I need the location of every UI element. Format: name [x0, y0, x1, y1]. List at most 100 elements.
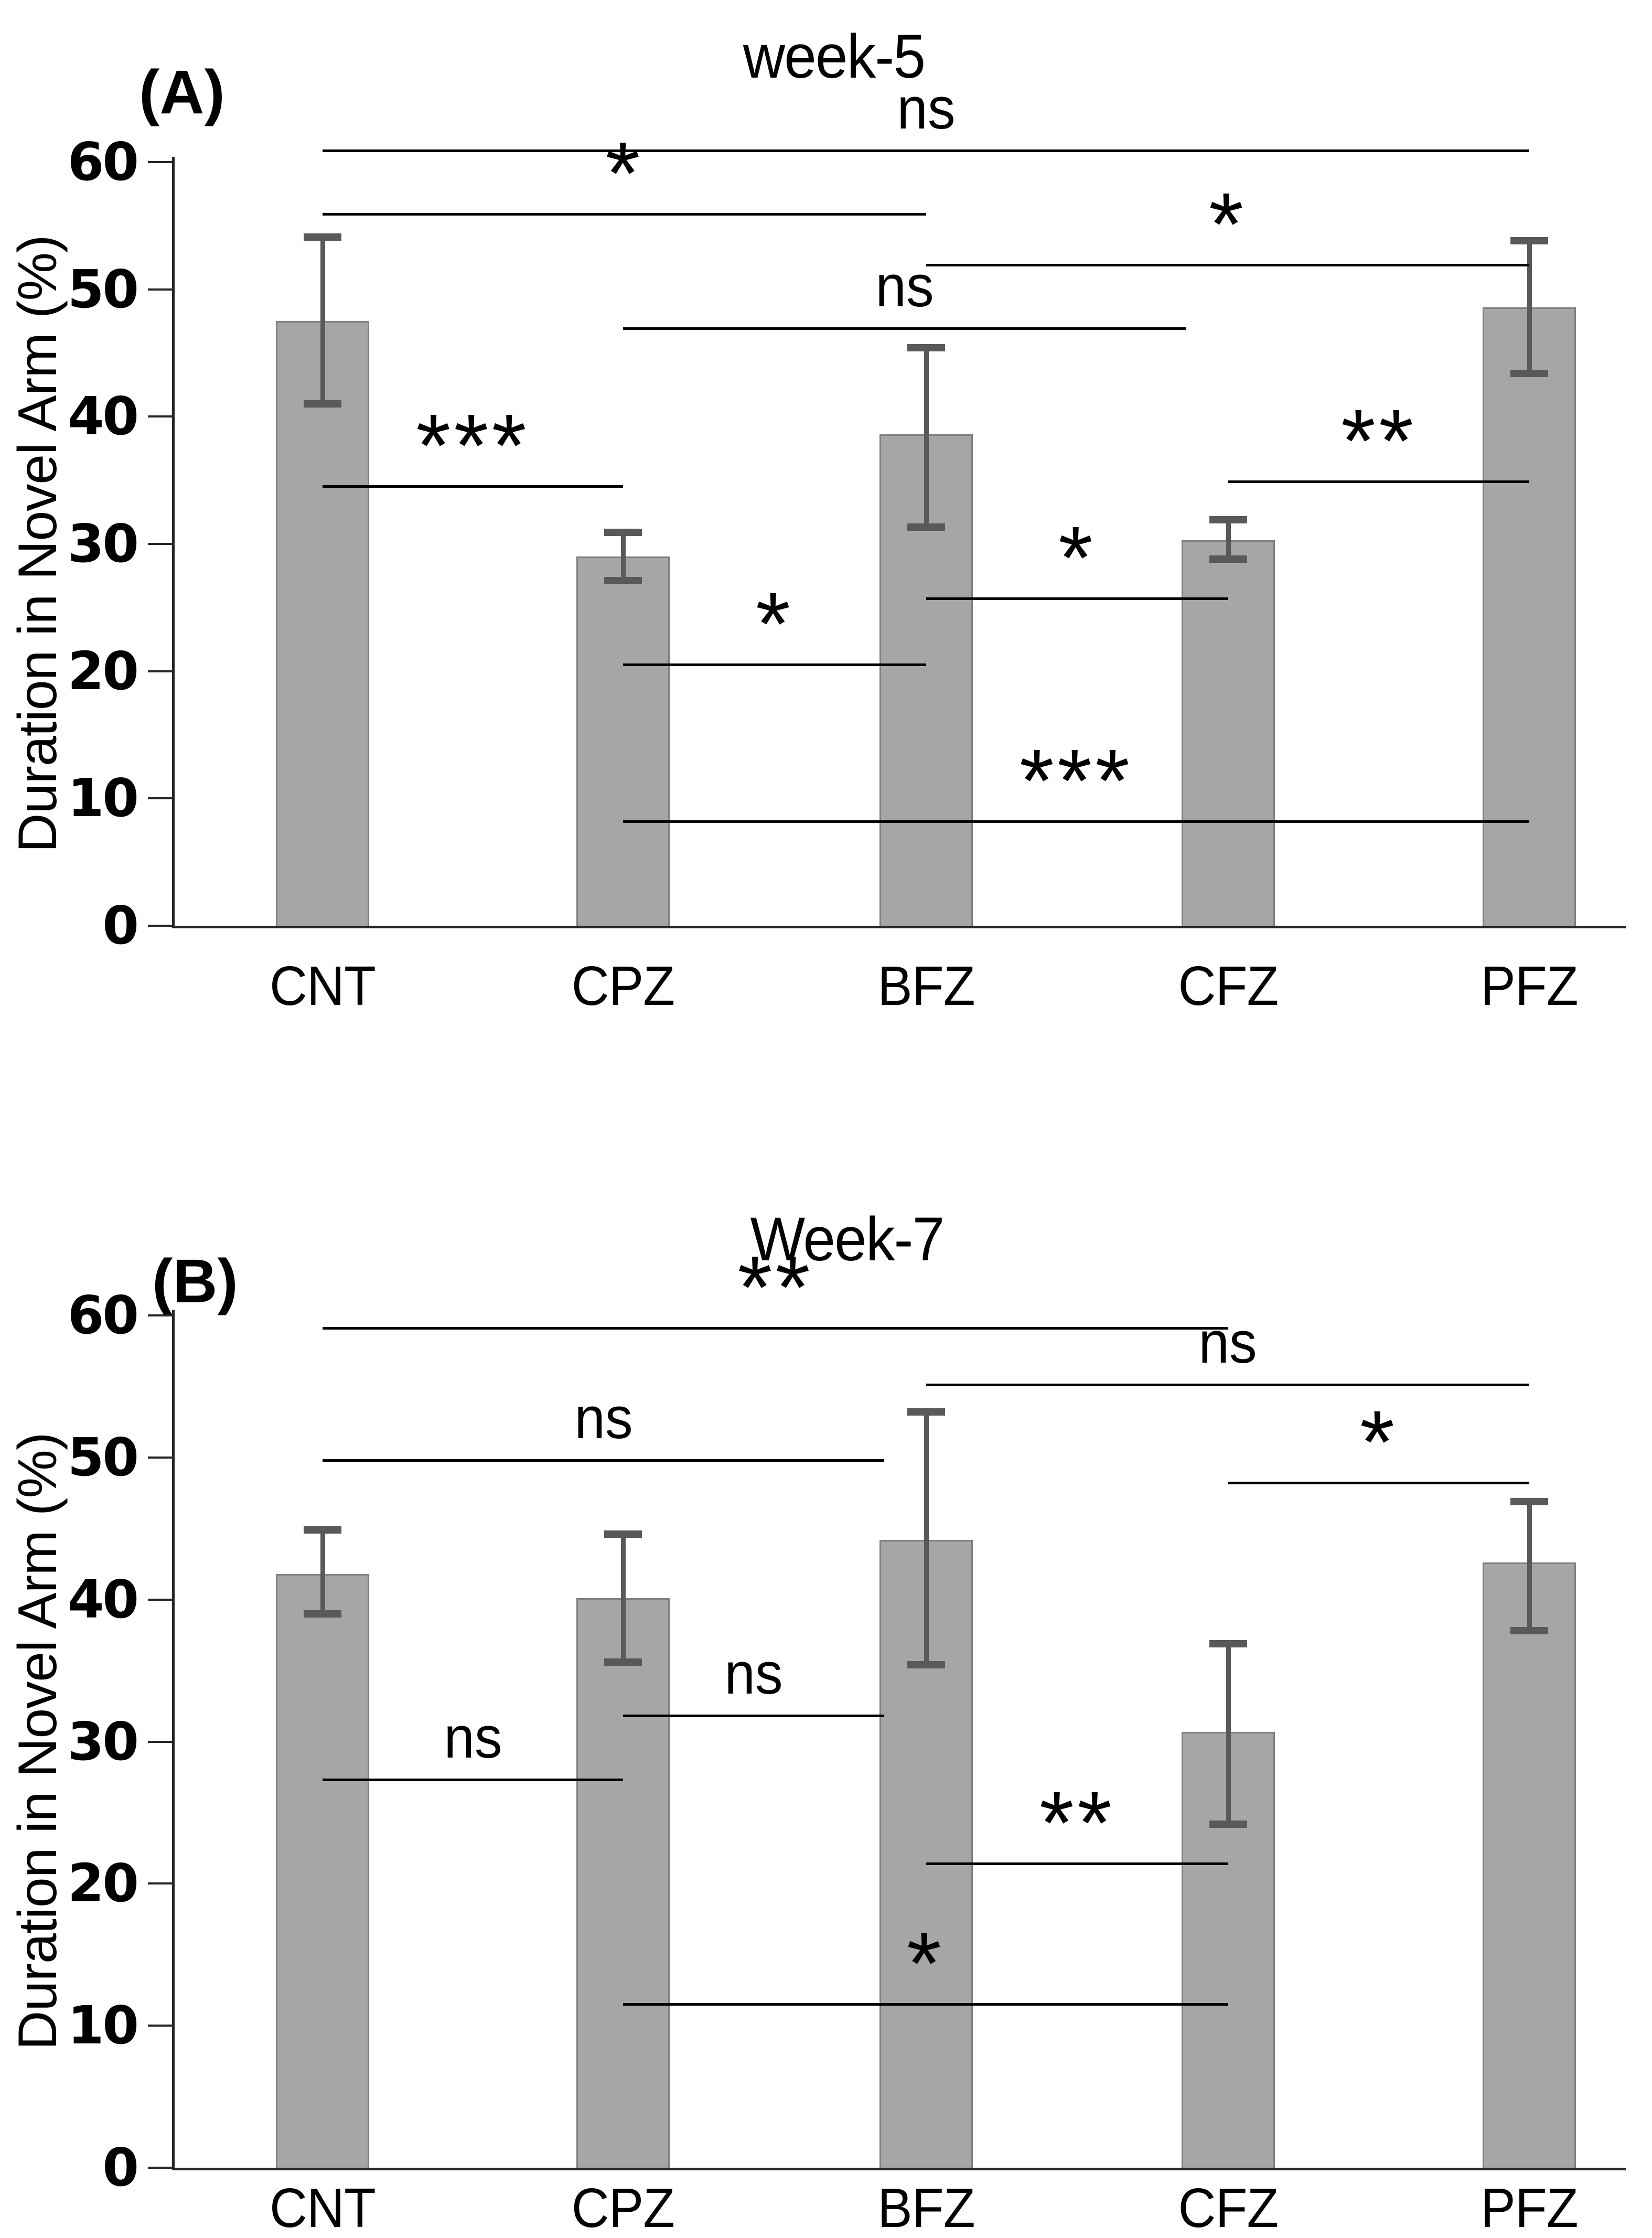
y-tick	[148, 670, 173, 672]
error-bar-cap-top	[1510, 237, 1548, 245]
error-bar-cap-top	[907, 1408, 945, 1416]
sig-line-CNT-CPZ	[323, 1778, 623, 1781]
error-bar-cap-bottom	[604, 577, 642, 585]
y-tick	[148, 161, 173, 163]
error-bar-stem	[320, 237, 325, 404]
panel-letter: (A)	[139, 58, 225, 127]
error-bar-cap-bottom	[304, 1610, 341, 1618]
error-bar-cap-bottom	[604, 1658, 642, 1666]
sig-line-CNT-BFZ	[323, 213, 926, 216]
sig-label: ***	[416, 396, 530, 496]
error-bar-cap-bottom	[1209, 1820, 1247, 1828]
y-tick	[148, 797, 173, 800]
sig-line-BFZ-CFZ	[926, 597, 1228, 600]
error-bar-cap-top	[304, 233, 341, 241]
sig-label: ns	[875, 253, 934, 319]
y-tick-label: 50	[67, 1426, 139, 1488]
x-category-label: CFZ	[1178, 955, 1279, 1017]
y-tick-label: 10	[67, 1995, 139, 2057]
y-tick	[148, 2025, 173, 2027]
error-bar-cap-bottom	[1209, 555, 1247, 563]
y-tick	[148, 1314, 173, 1316]
panel-title: week-5	[743, 22, 926, 91]
sig-line-CFZ-PFZ	[1228, 480, 1529, 483]
bar-CPZ	[576, 556, 670, 926]
error-bar-cap-top	[304, 1526, 341, 1534]
error-bar-cap-bottom	[907, 1661, 945, 1669]
y-tick	[148, 925, 173, 927]
error-bar-stem	[320, 1529, 325, 1614]
y-tick-label: 60	[67, 131, 139, 192]
sig-label: ns	[574, 1385, 633, 1451]
y-tick-label: 40	[67, 1568, 139, 1630]
error-bar-stem	[1226, 519, 1231, 560]
y-tick-label: 30	[67, 1710, 139, 1772]
error-bar-stem	[1527, 1501, 1532, 1631]
x-category-label: PFZ	[1481, 2177, 1578, 2238]
sig-label: *	[605, 124, 643, 224]
sig-line-BFZ-PFZ	[926, 264, 1529, 267]
sig-label: **	[737, 1237, 813, 1337]
sig-line-CNT-PFZ	[323, 149, 1529, 152]
error-bar-cap-top	[1209, 516, 1247, 523]
error-bar-stem	[924, 348, 929, 528]
y-tick-label: 20	[67, 1852, 139, 1914]
y-tick	[148, 1456, 173, 1459]
bar-CFZ	[1182, 540, 1275, 926]
sig-label: ns	[443, 1704, 502, 1770]
x-category-label: CNT	[270, 955, 376, 1017]
y-tick	[148, 1598, 173, 1601]
y-tick-label: 0	[102, 2137, 139, 2198]
bar-PFZ	[1483, 1562, 1576, 2168]
sig-label: *	[906, 1913, 945, 2014]
sig-line-BFZ-PFZ	[926, 1384, 1529, 1386]
bar-CNT	[276, 1573, 369, 2168]
error-bar-stem	[621, 1534, 626, 1662]
x-category-label: PFZ	[1481, 955, 1578, 1017]
sig-label: ns	[896, 75, 956, 141]
error-bar-stem	[1226, 1643, 1231, 1824]
x-category-label: CPZ	[571, 955, 675, 1017]
y-tick	[148, 288, 173, 291]
y-tick	[148, 2167, 173, 2169]
sig-line-CPZ-CFZ	[623, 2003, 1228, 2006]
y-tick-label: 30	[67, 513, 139, 574]
y-tick-label: 60	[67, 1284, 139, 1346]
sig-label: ns	[724, 1641, 783, 1707]
bar-CNT	[276, 321, 369, 926]
error-bar-cap-top	[604, 529, 642, 537]
panel-letter: (B)	[152, 1247, 238, 1316]
sig-label: ns	[1198, 1310, 1257, 1375]
error-bar-cap-top	[1209, 1640, 1247, 1647]
sig-line-CPZ-BFZ	[623, 663, 926, 667]
error-bar-cap-bottom	[304, 400, 341, 408]
y-tick	[148, 1740, 173, 1743]
y-tick-label: 20	[67, 640, 139, 702]
sig-line-BFZ-CFZ	[926, 1862, 1228, 1865]
x-category-label: BFZ	[877, 955, 975, 1017]
x-category-label: BFZ	[877, 2177, 975, 2238]
y-tick-label: 10	[67, 767, 139, 829]
error-bar-cap-top	[604, 1530, 642, 1538]
y-tick-label: 0	[102, 895, 139, 956]
sig-label: *	[1058, 508, 1097, 608]
y-tick-label: 50	[67, 258, 139, 320]
sig-line-CPZ-BFZ	[623, 1715, 884, 1718]
x-axis	[173, 926, 1626, 928]
bar-CPZ	[576, 1598, 670, 2168]
error-bar-stem	[924, 1412, 929, 1665]
sig-label: ***	[1019, 731, 1133, 831]
error-bar-cap-bottom	[907, 523, 945, 531]
y-axis	[172, 157, 175, 928]
error-bar-stem	[621, 532, 626, 581]
y-tick	[148, 1882, 173, 1885]
panel-title: Week-7	[750, 1205, 945, 1274]
error-bar-cap-top	[907, 344, 945, 352]
error-bar-cap-top	[1510, 1497, 1548, 1505]
sig-line-CPZ-CFZ	[623, 327, 1186, 330]
sig-line-CPZ-PFZ	[623, 820, 1529, 823]
x-category-label: CNT	[270, 2177, 376, 2238]
sig-label: *	[755, 574, 794, 674]
